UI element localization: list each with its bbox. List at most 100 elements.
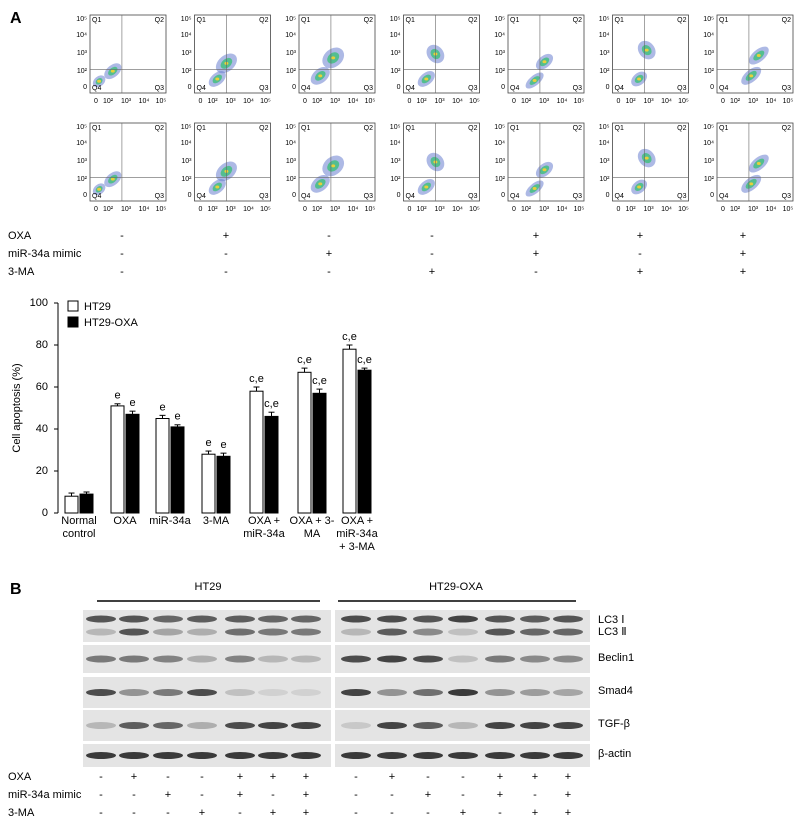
treatment-sign: -: [166, 771, 170, 783]
significance-label: c,e: [264, 398, 279, 410]
event-peak: [644, 156, 649, 160]
x-tick-label: 10²: [207, 206, 218, 213]
event-peak: [542, 60, 547, 64]
quadrant-label: Q4: [197, 193, 206, 200]
blot-band: [119, 752, 149, 759]
blot-band: [377, 752, 407, 759]
legend-label: HT29-OXA: [84, 317, 138, 329]
y-tick-label: 10⁵: [181, 124, 192, 131]
x-tick-label: 10³: [434, 206, 445, 213]
quadrant-label: Q4: [92, 193, 101, 200]
blot-band: [258, 615, 288, 623]
quadrant-label: Q1: [406, 17, 415, 24]
blot-band: [448, 722, 478, 729]
legend-swatch: [67, 300, 79, 312]
blot-band: [187, 722, 217, 729]
event-peak: [318, 74, 323, 78]
quadrant-label: Q4: [301, 193, 310, 200]
blot-band: [119, 689, 149, 696]
blot-band: [153, 628, 183, 636]
y-tick-label: 0: [606, 84, 610, 91]
y-tick-label: 10²: [286, 68, 297, 75]
treatment-sign: +: [565, 789, 571, 801]
y-tick-label: 10⁵: [76, 16, 87, 23]
treatment-sign: +: [497, 771, 503, 783]
x-tick-label: 10⁴: [348, 98, 359, 105]
blot-band: [86, 615, 116, 623]
plot-frame: [298, 14, 376, 94]
quadrant-label: Q3: [677, 193, 686, 200]
blot-band: [187, 689, 217, 696]
flow-plot: Q1 Q2 Q3 Q4 0 10² 10³ 10⁴ 10⁵ 0 10² 10³ 10⁴ 10⁵: [285, 122, 375, 213]
y-tick-label: 0: [710, 192, 714, 199]
blot-band: [258, 689, 288, 696]
blot-band: [553, 615, 583, 623]
y-tick-label: 10⁴: [285, 32, 296, 39]
x-tick-label: 0: [94, 206, 98, 213]
x-tick-label: 10⁵: [469, 98, 480, 105]
bar: [110, 405, 125, 514]
quadrant-label: Q1: [92, 125, 101, 132]
significance-label: e: [114, 390, 120, 402]
y-axis-title: Cell apoptosis (%): [11, 363, 23, 452]
y-tick-label: 10³: [286, 158, 297, 165]
blot-band: [413, 752, 443, 759]
quadrant-label: Q2: [468, 125, 477, 132]
x-tick-label: 10⁴: [139, 98, 150, 105]
group-label: HT29-OXA: [429, 581, 483, 593]
blot-label: β-actin: [598, 748, 631, 760]
blot-band: [520, 752, 550, 759]
y-tick-label: 10⁴: [390, 140, 401, 147]
blot-band: [553, 722, 583, 729]
quadrant-label: Q1: [510, 125, 519, 132]
treatment-sign: -: [271, 789, 275, 801]
x-tick-label: 10²: [521, 206, 532, 213]
treatment-sign: +: [565, 771, 571, 783]
blot-band: [291, 655, 321, 663]
blot-band: [291, 752, 321, 759]
y-tick-label: 10⁵: [703, 16, 714, 23]
event-peak: [215, 185, 220, 189]
x-tick-label: 10⁴: [766, 98, 777, 105]
treatment-sign: +: [326, 248, 332, 260]
bar: [201, 453, 216, 514]
bar: [155, 418, 170, 514]
blot-band: [119, 615, 149, 623]
treatment-sign: +: [237, 789, 243, 801]
y-tick-label: 10⁴: [703, 140, 714, 147]
blot-band: [258, 628, 288, 636]
quadrant-label: Q3: [782, 85, 791, 92]
x-tick-label: 10³: [643, 98, 654, 105]
y-tick-label: 0: [501, 192, 505, 199]
bar: [64, 495, 79, 514]
x-tick-label: 10⁵: [260, 98, 271, 105]
treatment-sign: -: [461, 771, 465, 783]
x-tick-label: 10³: [748, 98, 759, 105]
bar: [216, 455, 231, 514]
blot-label: LC3 Ⅰ: [598, 614, 624, 626]
treatment-label: OXA: [8, 771, 32, 783]
x-tick-label: 0: [512, 98, 516, 105]
blot-band: [485, 752, 515, 759]
x-tick-label: 10²: [416, 206, 427, 213]
plot-frame: [612, 122, 689, 202]
x-tick-label: 10³: [539, 206, 550, 213]
blot-band: [153, 752, 183, 759]
quadrant-label: Q3: [468, 193, 477, 200]
treatment-sign: +: [565, 807, 571, 819]
panel-label: A: [10, 10, 22, 27]
quadrant-label: Q1: [197, 17, 206, 24]
x-tick-label: 10⁵: [783, 206, 794, 213]
x-tick-label: 10²: [625, 98, 636, 105]
treatment-label: miR-34a mimic: [8, 789, 82, 801]
quadrant-label: Q3: [573, 193, 582, 200]
treatment-sign: -: [426, 807, 430, 819]
treatment-sign: +: [270, 807, 276, 819]
event-peak: [637, 77, 642, 81]
y-tick-label: 10²: [181, 68, 192, 75]
treatment-sign: -: [120, 230, 124, 242]
treatment-sign: +: [637, 230, 643, 242]
blot-strip: [335, 610, 590, 642]
blot-band: [258, 655, 288, 663]
event-peak: [644, 48, 649, 52]
